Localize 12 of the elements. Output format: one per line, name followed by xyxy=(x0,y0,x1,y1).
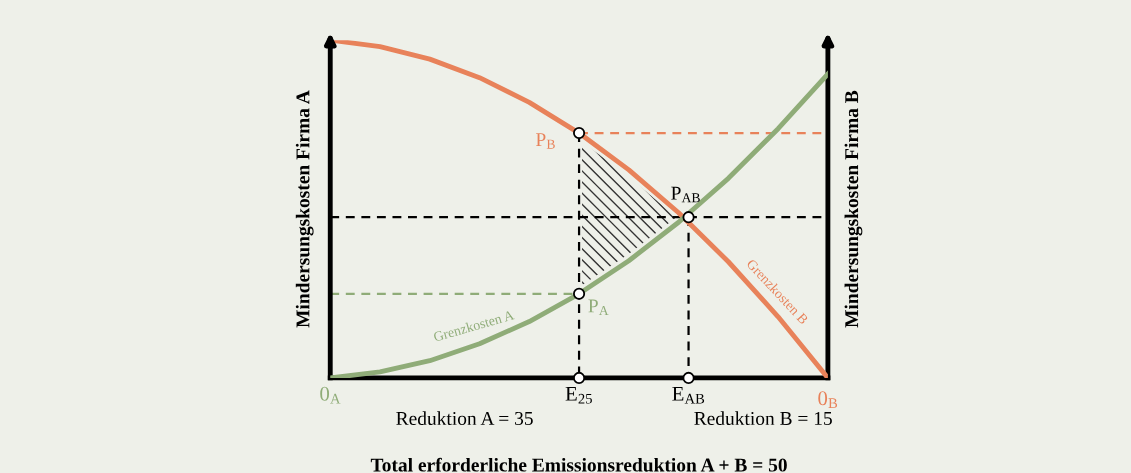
x-tick-label: E$_{25}$ xyxy=(565,386,592,404)
x-tick-label: E$_{AB}$ xyxy=(672,386,705,404)
text: Reduktion A = 35 xyxy=(396,411,533,426)
annotation: P$_{AB}$ xyxy=(671,186,700,203)
x-axis-title: Total erforderliche Emissionsreduktion A + B = 50 xyxy=(370,457,787,472)
y-axis-title: Mindersungskosten Firma A xyxy=(295,90,314,328)
annotation: P$_{A}$ xyxy=(588,299,609,315)
annotation: P$_{B}$ xyxy=(535,133,555,149)
y2-axis-title: Mindersungskosten Firma B xyxy=(844,90,863,328)
text: Reduktion B = 15 xyxy=(694,411,832,426)
x-tick-label: 0$_{A}$ xyxy=(320,386,341,404)
annotation: 0$_{B}$ xyxy=(818,391,838,408)
